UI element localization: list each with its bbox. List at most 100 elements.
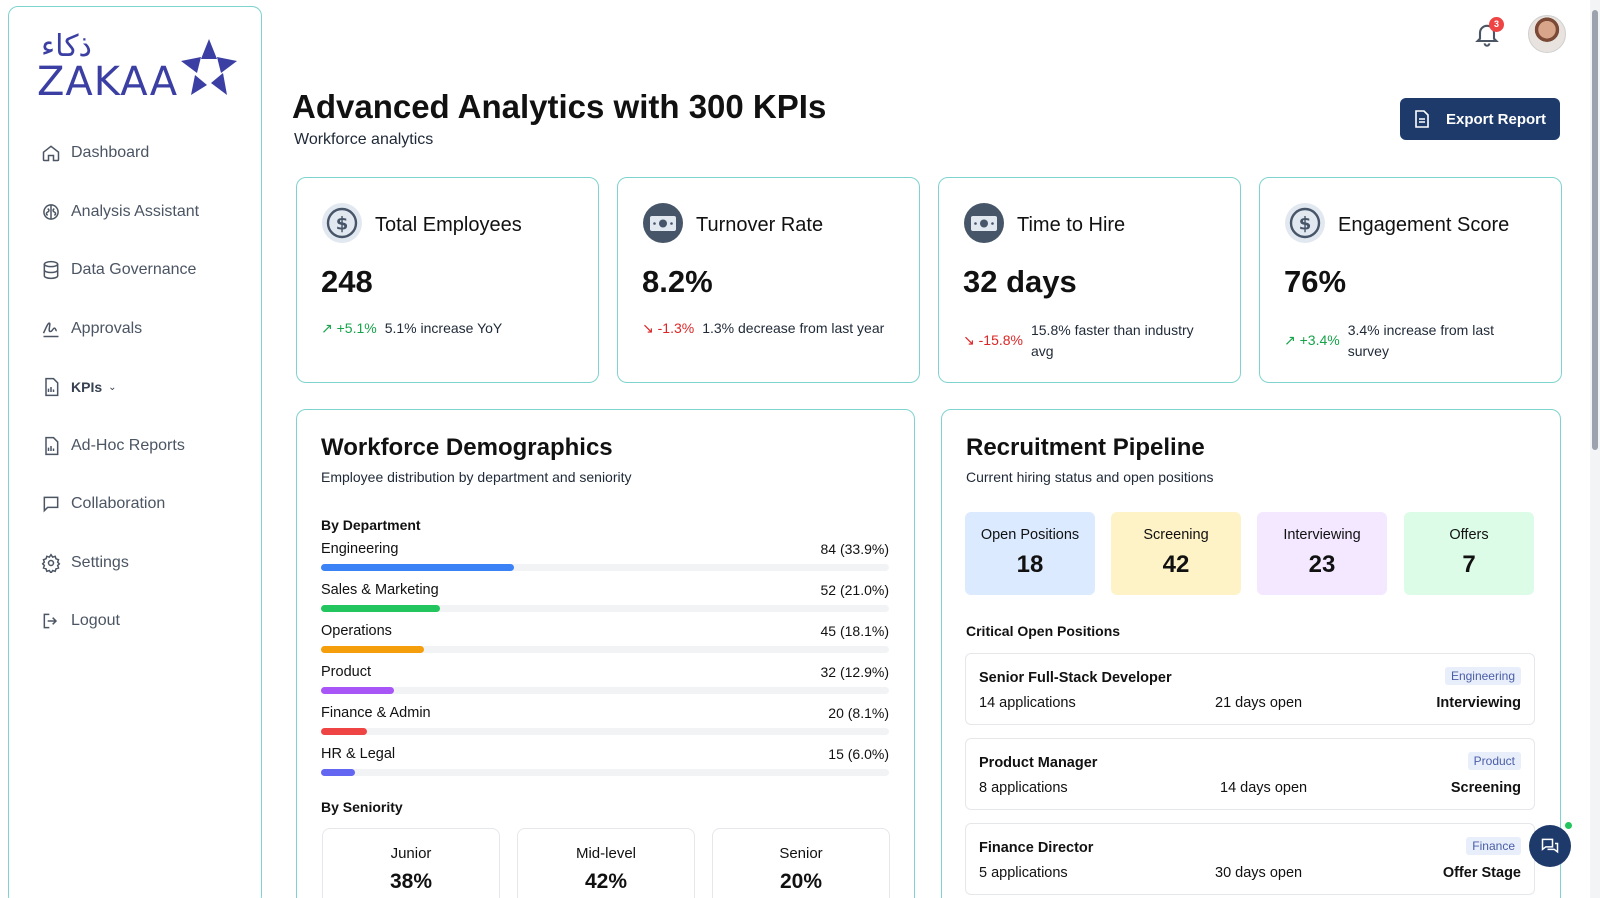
department-name: HR & Legal (321, 746, 396, 762)
page-subtitle: Workforce analytics (294, 131, 434, 148)
position-status: Interviewing (1436, 695, 1521, 711)
department-bar-fill (321, 687, 395, 694)
position-card[interactable]: Senior Full-Stack Developer 14 applicati… (965, 653, 1535, 725)
report-icon (45, 436, 59, 455)
kpi-card-total-employees[interactable]: $ Total Employees 248 ↗ +5.1% 5.1% incre… (296, 177, 599, 383)
department-count: 45 (18.1%) (820, 623, 889, 639)
kpi-description: 1.3% decrease from last year (702, 320, 885, 336)
panel-subtitle: Employee distribution by department and … (321, 469, 632, 485)
department-bar-fill (321, 769, 356, 776)
sidebar-item-label: Logout (71, 612, 120, 629)
logout-icon (43, 613, 58, 629)
banknote-icon (964, 203, 1004, 243)
kpi-trend: ↗ +5.1% 5.1% increase YoY (321, 318, 502, 339)
sidebar-item-label: Approvals (71, 319, 143, 337)
sidebar-item-analysis-assistant[interactable]: Analysis Assistant (41, 200, 251, 224)
export-report-button[interactable]: Export Report (1400, 98, 1560, 140)
kpi-value: 76% (1284, 264, 1347, 299)
seniority-card-senior: Senior 20% (712, 828, 890, 898)
department-count: 32 (12.9%) (820, 664, 889, 680)
department-bar-track (321, 769, 889, 776)
position-status: Offer Stage (1442, 865, 1521, 881)
department-bar-fill (321, 728, 367, 735)
sidebar-item-settings[interactable]: Settings (41, 551, 251, 575)
svg-text:$: $ (336, 214, 349, 235)
kpi-title: Time to Hire (1017, 214, 1126, 236)
sidebar-item-collaboration[interactable]: Collaboration (41, 492, 251, 516)
panel-title: Recruitment Pipeline (966, 434, 1205, 461)
notification-badge: 3 (1489, 17, 1504, 32)
position-card[interactable]: Finance Director 5 applications 30 days … (965, 823, 1535, 895)
panel-subtitle: Current hiring status and open positions (966, 469, 1214, 485)
kpi-change: ↘ -15.8% (963, 332, 1023, 348)
logo-text: ZAKAA (37, 59, 179, 105)
department-bar-track (321, 646, 889, 653)
trend-up-icon: ↗ (1284, 332, 1296, 348)
stage-interviewing[interactable]: Interviewing 23 (1257, 512, 1387, 595)
position-days-open: 14 days open (1220, 780, 1308, 796)
logo-arabic-text: ذكاء (41, 29, 92, 64)
stage-value: 23 (1308, 551, 1336, 578)
sidebar-item-data-governance[interactable]: Data Governance (41, 258, 251, 282)
kpi-card-turnover-rate[interactable]: Turnover Rate 8.2% ↘ -1.3% 1.3% decrease… (617, 177, 920, 383)
kpi-value: 32 days (963, 264, 1077, 299)
kpi-card-engagement-score[interactable]: $ Engagement Score 76% ↗ +3.4% 3.4% incr… (1259, 177, 1562, 383)
stage-open-positions[interactable]: Open Positions 18 (965, 512, 1095, 595)
sidebar-item-label: Data Governance (71, 261, 197, 278)
export-report-label: Export Report (1445, 110, 1546, 128)
kpi-trend: ↘ -15.8% 15.8% faster than industry avg (963, 320, 1206, 362)
department-row: Sales & Marketing 52 (21.0%) (321, 582, 889, 622)
department-count: 84 (33.9%) (820, 541, 889, 557)
trend-up-icon: ↗ (321, 320, 333, 336)
sidebar-item-approvals[interactable]: Approvals (41, 317, 251, 341)
seniority-value: 38% (389, 870, 433, 893)
chat-icon (43, 496, 59, 513)
stage-offers[interactable]: Offers 7 (1404, 512, 1534, 595)
sidebar-item-kpis[interactable]: KPIs ⌄ (41, 375, 251, 399)
sidebar-item-label: Analysis Assistant (71, 202, 200, 220)
home-icon (42, 145, 60, 162)
position-title: Finance Director (979, 840, 1094, 856)
logo-star-icon (181, 39, 237, 95)
position-card[interactable]: Product Manager 8 applications 14 days o… (965, 738, 1535, 810)
kpi-title: Turnover Rate (696, 214, 824, 236)
department-row: Engineering 84 (33.9%) (321, 541, 889, 581)
kpi-change: ↗ +5.1% (321, 320, 377, 336)
dollar-coin-icon: $ (322, 203, 362, 243)
kpi-description: 5.1% increase YoY (384, 320, 503, 336)
zakaa-logo[interactable]: ذكاء ZAKAA (37, 29, 237, 105)
department-bar-fill (321, 564, 514, 571)
department-name: Sales & Marketing (321, 582, 439, 598)
department-bar-fill (321, 605, 441, 612)
trend-down-icon: ↘ (963, 332, 975, 348)
department-bar-track (321, 687, 889, 694)
kpi-description: 15.8% faster than industry avg (1030, 322, 1194, 359)
database-icon (43, 260, 59, 280)
page-title: Advanced Analytics with 300 KPIs (292, 88, 827, 125)
kpi-change: ↘ -1.3% (642, 320, 695, 336)
department-tag: Engineering (1444, 667, 1521, 685)
kpi-value: 248 (321, 264, 373, 299)
chat-button[interactable] (1529, 825, 1571, 867)
sidebar-item-ad-hoc-reports[interactable]: Ad-Hoc Reports (41, 434, 251, 458)
position-days-open: 30 days open (1215, 865, 1303, 881)
department-bar-track (321, 605, 889, 612)
seniority-label: Junior (390, 845, 432, 862)
sidebar-item-dashboard[interactable]: Dashboard (41, 141, 251, 165)
stage-screening[interactable]: Screening 42 (1111, 512, 1241, 595)
banknote-icon (643, 203, 683, 243)
kpi-card-time-to-hire[interactable]: Time to Hire 32 days ↘ -15.8% 15.8% fast… (938, 177, 1241, 383)
sidebar-item-logout[interactable]: Logout (41, 609, 251, 633)
seniority-card-mid-level: Mid-level 42% (517, 828, 695, 898)
seniority-label: Senior (779, 845, 823, 862)
scrollbar-thumb[interactable] (1592, 10, 1598, 450)
stage-value: 42 (1162, 551, 1190, 578)
department-name: Finance & Admin (321, 705, 431, 721)
kpi-description: 3.4% increase from last survey (1347, 322, 1495, 359)
sidebar-item-label: KPIs (71, 379, 103, 395)
department-name: Product (321, 664, 371, 680)
trend-down-icon: ↘ (642, 320, 654, 336)
stage-label: Open Positions (980, 527, 1080, 543)
department-row: Operations 45 (18.1%) (321, 623, 889, 663)
avatar[interactable] (1528, 15, 1566, 53)
